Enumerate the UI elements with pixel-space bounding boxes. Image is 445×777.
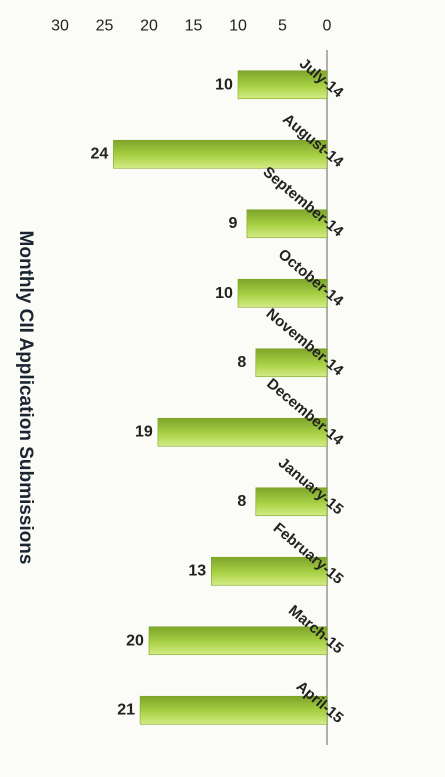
bar (157, 417, 328, 447)
data-label: 20 (126, 632, 144, 649)
data-label: 10 (215, 285, 233, 302)
bar (211, 556, 328, 586)
rotated-plot: Monthly CII Application Submissions 0 5 10… (15, 18, 347, 745)
data-label: 9 (228, 215, 237, 232)
bar (148, 626, 328, 656)
value-axis-tick-label: 30 (51, 18, 69, 35)
data-label: 10 (215, 76, 233, 93)
value-axis-tick-label: 20 (140, 18, 158, 35)
bar (237, 70, 328, 100)
chart-title: Monthly CII Application Submissions (15, 231, 36, 565)
data-label: 19 (135, 424, 153, 441)
value-axis-tick-label: 5 (278, 18, 287, 35)
value-axis-ticks: 0 5 10 15 20 25 30 (51, 18, 331, 35)
data-labels: 10 24 9 10 8 19 8 13 20 21 (91, 76, 247, 719)
bar (237, 278, 328, 308)
data-label: 13 (188, 563, 206, 580)
data-label: 21 (117, 702, 135, 719)
bar (255, 348, 328, 378)
bar (246, 209, 328, 239)
bars (113, 70, 328, 725)
data-label: 8 (237, 493, 246, 510)
bar (139, 695, 328, 725)
data-label: 24 (91, 146, 109, 163)
value-axis-tick-label: 10 (229, 18, 247, 35)
bar (255, 487, 328, 517)
value-axis-tick-label: 0 (323, 18, 332, 35)
data-label: 8 (237, 354, 246, 371)
value-axis-tick-label: 25 (96, 18, 114, 35)
value-axis-tick-label: 15 (185, 18, 203, 35)
bar (113, 139, 328, 169)
